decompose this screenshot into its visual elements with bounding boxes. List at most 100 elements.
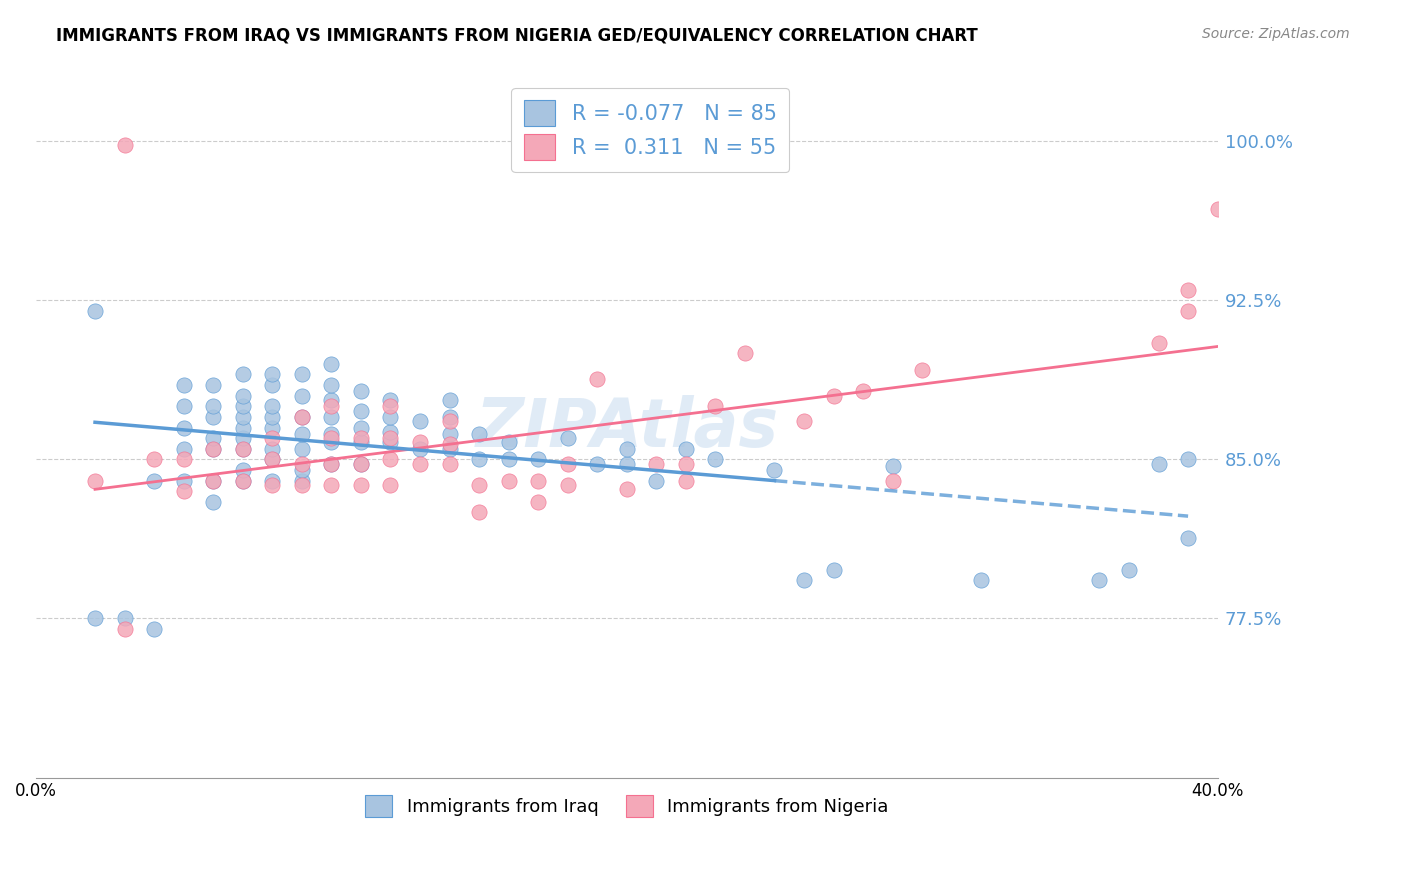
Point (232, 431, 254, 445)
Point (291, 442, 314, 456)
Point (173, 484, 195, 499)
Point (1206, 202, 1229, 216)
Point (202, 409, 225, 424)
Point (439, 392, 461, 407)
Point (439, 457, 461, 471)
Point (321, 457, 343, 471)
Point (527, 452, 550, 467)
Point (380, 452, 402, 467)
Point (321, 435, 343, 450)
Point (439, 426, 461, 441)
Point (350, 457, 373, 471)
Point (202, 474, 225, 488)
Point (262, 452, 284, 467)
Point (498, 435, 520, 450)
Point (498, 452, 520, 467)
Point (852, 384, 875, 399)
Point (557, 431, 579, 445)
Point (291, 389, 314, 403)
Text: ZIPAtlas: ZIPAtlas (475, 394, 779, 460)
Point (321, 357, 343, 371)
Point (350, 477, 373, 491)
Point (675, 474, 697, 488)
Point (321, 399, 343, 413)
Point (380, 431, 402, 445)
Point (1147, 335, 1170, 350)
Point (1147, 457, 1170, 471)
Point (882, 458, 904, 473)
Point (704, 452, 727, 467)
Point (262, 378, 284, 392)
Point (232, 463, 254, 477)
Point (734, 346, 756, 360)
Point (616, 457, 638, 471)
Point (202, 442, 225, 456)
Point (439, 414, 461, 428)
Point (173, 399, 195, 413)
Point (321, 378, 343, 392)
Point (380, 477, 402, 491)
Point (380, 409, 402, 424)
Point (232, 442, 254, 456)
Point (321, 457, 343, 471)
Point (468, 452, 491, 467)
Point (675, 457, 697, 471)
Point (793, 574, 815, 588)
Point (262, 431, 284, 445)
Point (350, 435, 373, 450)
Point (232, 474, 254, 488)
Point (262, 477, 284, 491)
Point (232, 474, 254, 488)
Point (262, 474, 284, 488)
Point (173, 420, 195, 434)
Point (321, 477, 343, 491)
Point (704, 399, 727, 413)
Point (970, 574, 993, 588)
Point (232, 399, 254, 413)
Point (763, 463, 786, 477)
Point (468, 426, 491, 441)
Point (143, 474, 166, 488)
Point (262, 409, 284, 424)
Point (823, 563, 845, 577)
Point (291, 457, 314, 471)
Point (1177, 303, 1199, 318)
Point (173, 442, 195, 456)
Point (645, 474, 668, 488)
Point (527, 495, 550, 509)
Point (84, 611, 107, 625)
Point (380, 435, 402, 450)
Point (291, 409, 314, 424)
Point (439, 409, 461, 424)
Point (439, 437, 461, 451)
Point (291, 426, 314, 441)
Point (173, 452, 195, 467)
Point (262, 420, 284, 434)
Point (380, 399, 402, 413)
Point (586, 457, 609, 471)
Point (793, 414, 815, 428)
Point (380, 392, 402, 407)
Point (232, 389, 254, 403)
Point (882, 474, 904, 488)
Point (380, 425, 402, 439)
Point (1088, 574, 1111, 588)
Point (350, 457, 373, 471)
Point (291, 368, 314, 382)
Point (557, 477, 579, 491)
Point (202, 442, 225, 456)
Point (321, 426, 343, 441)
Point (350, 403, 373, 417)
Text: IMMIGRANTS FROM IRAQ VS IMMIGRANTS FROM NIGERIA GED/EQUIVALENCY CORRELATION CHAR: IMMIGRANTS FROM IRAQ VS IMMIGRANTS FROM … (56, 27, 979, 45)
Point (232, 420, 254, 434)
Point (1177, 283, 1199, 297)
Point (262, 368, 284, 382)
Point (586, 372, 609, 386)
Point (321, 431, 343, 445)
Point (1177, 452, 1199, 467)
Point (350, 384, 373, 399)
Point (291, 463, 314, 477)
Point (616, 482, 638, 496)
Point (557, 457, 579, 471)
Point (498, 474, 520, 488)
